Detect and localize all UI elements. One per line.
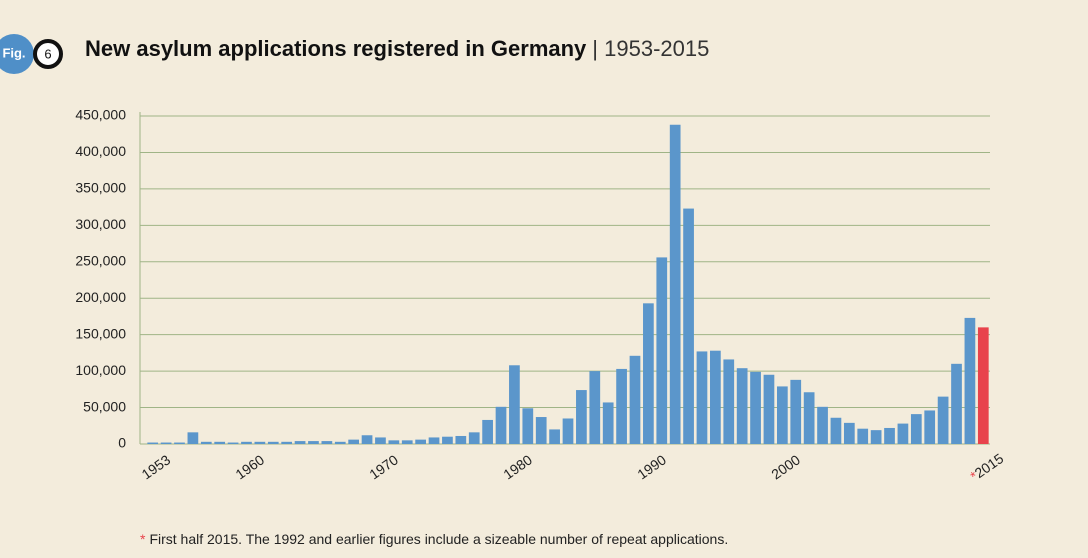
bar (308, 441, 319, 444)
chart-title: New asylum applications registered in Ge… (85, 36, 587, 61)
bar (442, 436, 453, 444)
bar (227, 442, 239, 444)
bar (616, 368, 627, 444)
fig-badge (0, 34, 34, 74)
bar (321, 441, 333, 444)
y-tick-label: 200,000 (75, 289, 126, 305)
footnote-group: * First half 2015. The 1992 and earlier f… (140, 531, 728, 547)
bar (174, 442, 185, 444)
x-tick-label-group: *2015 (967, 450, 1006, 484)
bar (656, 257, 668, 444)
y-tick-label: 300,000 (75, 216, 126, 232)
y-tick-label: 0 (118, 435, 126, 451)
bar (763, 374, 775, 444)
bar (428, 437, 440, 444)
y-tick-label: 50,000 (83, 398, 126, 414)
bar (147, 442, 159, 444)
y-tick-label: 250,000 (75, 252, 126, 268)
bar (736, 368, 748, 444)
note-marker: * (140, 531, 146, 547)
x-tick-label: 1980 (500, 451, 535, 482)
bar (214, 441, 226, 444)
x-tick-label: 1960 (232, 451, 267, 482)
bar (294, 441, 306, 444)
y-tick-label: 100,000 (75, 362, 126, 378)
bar (696, 351, 708, 444)
y-tick-label: 400,000 (75, 143, 126, 159)
bar (710, 350, 721, 444)
bar (361, 435, 373, 444)
bar (562, 418, 574, 444)
x-tick-label: 2000 (768, 451, 803, 482)
bar (683, 208, 694, 444)
bar (241, 441, 252, 444)
bar (937, 396, 949, 444)
bar (830, 417, 842, 444)
bar (790, 379, 802, 444)
x-tick-label: 1990 (634, 451, 669, 482)
bar (455, 435, 467, 444)
x-tick-label: 1970 (366, 451, 401, 482)
chart-subtitle: | 1953-2015 (592, 36, 709, 61)
bar (750, 371, 761, 444)
bar (602, 402, 614, 444)
bar (415, 439, 426, 444)
bar (776, 386, 788, 444)
bar (870, 430, 882, 444)
y-tick-label: 150,000 (75, 325, 126, 341)
bar (589, 371, 601, 444)
bar (964, 317, 976, 444)
x-tick-label: 2015 (971, 450, 1006, 481)
fig-label: Fig. (2, 45, 25, 60)
bar (522, 408, 534, 444)
bar (281, 441, 293, 444)
bar (267, 441, 279, 444)
bar (576, 390, 587, 444)
bar (549, 429, 560, 444)
bar (884, 427, 895, 444)
bar (857, 428, 869, 444)
title-group: New asylum applications registered in Ge… (85, 36, 709, 61)
bar (401, 440, 413, 444)
bar (977, 327, 989, 444)
bar (535, 417, 547, 444)
bar (482, 419, 493, 444)
x-tick-label: 1953 (139, 451, 174, 482)
bar (723, 359, 735, 444)
bar (187, 432, 199, 444)
bar (254, 441, 266, 444)
y-tick-label: 450,000 (75, 107, 126, 123)
bar (897, 423, 909, 444)
fig-number-ring (33, 39, 63, 69)
bar (924, 410, 936, 444)
bar (843, 422, 855, 444)
bar (468, 432, 480, 444)
footnote: First half 2015. The 1992 and earlier fi… (149, 531, 728, 547)
bar (629, 355, 641, 444)
bar (200, 441, 212, 444)
bar (817, 406, 828, 444)
bar (951, 363, 962, 444)
bar (348, 439, 360, 444)
y-tick-label: 350,000 (75, 180, 126, 196)
bar (375, 437, 386, 444)
fig-number: 6 (44, 46, 51, 61)
bar (803, 392, 815, 444)
bar (160, 442, 172, 444)
bar (669, 124, 681, 444)
bar (334, 441, 346, 444)
bar (495, 406, 507, 444)
bar (388, 440, 400, 444)
bar (509, 365, 520, 444)
bar (910, 414, 922, 444)
bar (643, 303, 654, 444)
